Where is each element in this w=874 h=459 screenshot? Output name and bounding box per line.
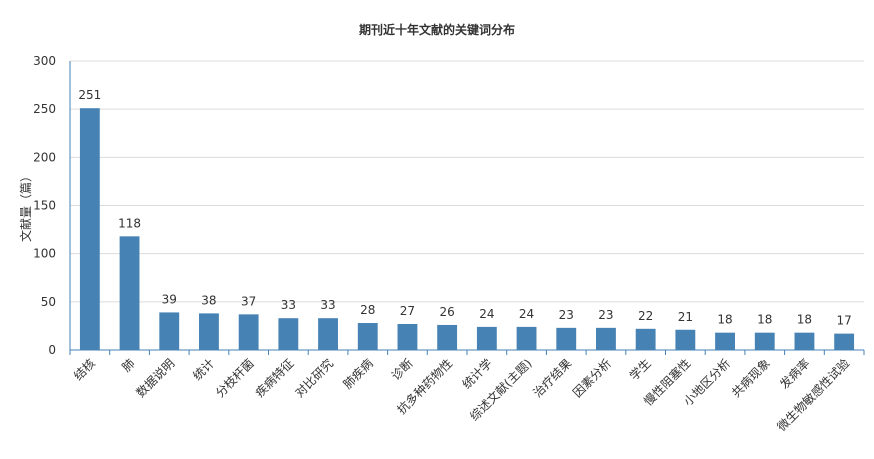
bar-value-label: 22 [638, 309, 653, 323]
x-tick-label: 对比研究 [292, 356, 337, 401]
bar-value-label: 251 [78, 88, 101, 102]
y-axis-label: 文献量（篇） [19, 169, 33, 242]
bar-value-label: 37 [241, 294, 256, 308]
bar [318, 318, 338, 350]
x-tick-label: 共病现象 [728, 356, 773, 401]
x-tick-label: 统计 [190, 356, 217, 383]
chart-title: 期刊近十年文献的关键词分布 [358, 23, 515, 37]
bar [397, 323, 418, 350]
bar-value-label: 26 [440, 305, 455, 319]
bar-value-label: 17 [837, 314, 852, 328]
bar-value-label: 24 [519, 307, 534, 321]
bar [516, 326, 537, 350]
bar [437, 324, 458, 350]
bar-value-label: 21 [678, 310, 693, 324]
bar-value-label: 18 [757, 313, 772, 327]
bar-value-label: 28 [360, 303, 375, 317]
bar-value-label: 18 [717, 313, 732, 327]
x-tick-label: 统计学 [459, 356, 495, 392]
bar [635, 328, 656, 350]
bar [556, 327, 577, 350]
bar-value-label: 39 [162, 292, 177, 306]
bar-value-label: 33 [281, 298, 296, 312]
bar-value-label: 24 [479, 307, 494, 321]
bar [79, 108, 100, 350]
bar-value-label: 18 [797, 313, 812, 327]
x-tick-label: 因素分析 [570, 356, 614, 400]
bar [834, 333, 855, 350]
bar [476, 326, 497, 350]
x-tick-label: 诊断 [388, 356, 416, 384]
x-tick-label: 发病率 [776, 356, 812, 392]
y-tick-label: 150 [33, 199, 56, 213]
bar [715, 332, 735, 350]
bar [675, 329, 696, 350]
y-tick-label: 100 [33, 247, 56, 261]
bar [238, 314, 259, 350]
bar-value-label: 118 [118, 216, 141, 230]
bar-value-label: 23 [559, 308, 574, 322]
y-tick-label: 50 [41, 295, 56, 309]
bar [159, 312, 180, 350]
y-tick-label: 250 [33, 102, 56, 116]
bar-value-label: 27 [400, 304, 415, 318]
x-tick-label: 分枝杆菌 [212, 356, 257, 401]
x-tick-label: 学生 [626, 356, 654, 384]
x-tick-label: 肺 [119, 356, 137, 374]
bar [357, 323, 378, 350]
y-tick-label: 200 [33, 150, 56, 164]
bar [754, 332, 775, 350]
bar [278, 318, 299, 350]
x-tick-label: 治疗结果 [531, 356, 575, 400]
x-tick-label: 疾病特征 [252, 356, 297, 401]
bar-value-label: 38 [201, 293, 216, 307]
x-tick-label: 数据说明 [133, 356, 178, 401]
bar-value-label: 23 [598, 308, 613, 322]
bar [199, 313, 219, 350]
y-tick-label: 0 [48, 343, 56, 357]
bar-value-label: 33 [320, 298, 335, 312]
x-tick-label: 结核 [71, 356, 98, 383]
y-tick-label: 300 [33, 54, 56, 68]
x-tick-label: 微生物敏感性试验 [774, 356, 852, 434]
x-tick-label: 肺疾病 [340, 356, 376, 392]
bar [596, 327, 616, 350]
bar [119, 236, 140, 350]
bar [794, 332, 815, 350]
